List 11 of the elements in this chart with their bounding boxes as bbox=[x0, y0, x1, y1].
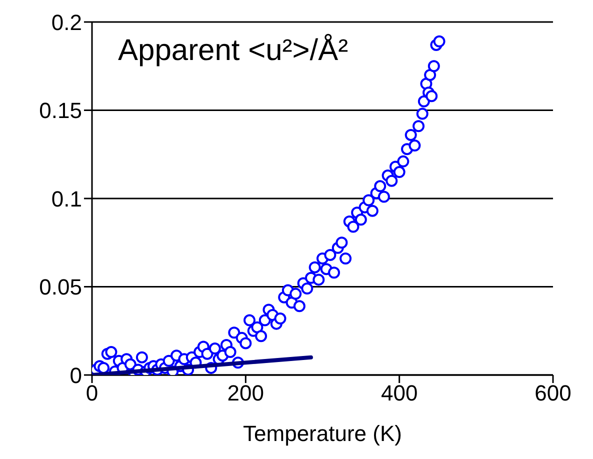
x-tick-label: 600 bbox=[534, 380, 572, 406]
x-tick-label: 0 bbox=[86, 380, 98, 406]
y-tick-label: 0.05 bbox=[39, 274, 82, 300]
y-tick-label: 0.15 bbox=[39, 98, 82, 124]
y-tick-label: 0.1 bbox=[51, 186, 82, 212]
y-tick-label: 0.2 bbox=[51, 10, 82, 35]
x-tick-label: 200 bbox=[227, 380, 264, 406]
y-tick-label: 0 bbox=[70, 362, 82, 388]
x-tick-label: 400 bbox=[380, 380, 418, 406]
annotation: Apparent <u²>/Å² bbox=[118, 34, 348, 68]
x-axis-title: Temperature (K) bbox=[243, 421, 402, 446]
